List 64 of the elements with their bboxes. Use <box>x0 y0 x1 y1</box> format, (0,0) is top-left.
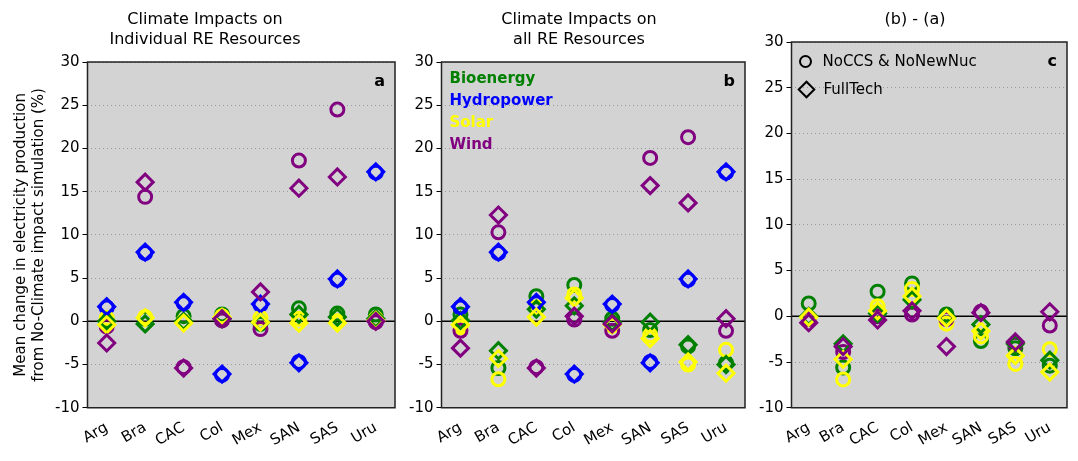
y-tick-label: 15 <box>764 169 784 188</box>
chart-title: Climate Impacts on Individual RE Resources <box>109 9 301 49</box>
x-tick-label: Col <box>886 417 916 446</box>
y-tick-label: -5 <box>768 351 784 370</box>
x-tick-label: Bra <box>815 417 848 447</box>
y-tick-label: -5 <box>64 354 80 373</box>
y-tick-label: 25 <box>60 95 80 114</box>
x-tick-label: SAN <box>266 417 303 450</box>
x-tick-label: Arg <box>79 417 111 447</box>
y-tick-label: 30 <box>414 51 434 70</box>
x-tick-label: Uru <box>347 417 380 447</box>
y-tick-label: 20 <box>764 123 784 142</box>
annotation: a <box>374 71 385 91</box>
x-tick-label: Bra <box>117 417 150 447</box>
annotation: c <box>1047 51 1057 71</box>
x-tick-label: CAC <box>504 417 541 449</box>
y-tick-label: 20 <box>414 138 434 157</box>
x-tick-label: Bra <box>471 417 503 447</box>
y-tick-label: 30 <box>60 51 80 70</box>
y-tick-label: 5 <box>773 260 784 279</box>
y-tick-label: 10 <box>764 214 784 233</box>
x-tick-label: Uru <box>697 417 730 447</box>
y-tick-label: -10 <box>759 397 784 416</box>
y-tick-label: 25 <box>414 95 434 114</box>
y-tick-label: 10 <box>414 224 434 243</box>
y-tick-label: -5 <box>418 354 434 373</box>
text: Wind <box>449 135 493 154</box>
text: Hydropower <box>449 91 554 110</box>
y-tick-label: 25 <box>764 77 784 96</box>
text: Bioenergy <box>449 69 536 88</box>
chart-title: (b) - (a) <box>884 9 946 29</box>
y-tick-label: 15 <box>414 181 434 200</box>
x-tick-label: SAN <box>948 417 985 450</box>
y-tick-label: 15 <box>60 181 80 200</box>
y-tick-label: 20 <box>60 138 80 157</box>
x-tick-label: Arg <box>433 417 465 447</box>
y-axis-title: Mean change in electricity production from No-Climate impact simulation (%) <box>10 88 47 382</box>
y-tick-label: -10 <box>409 397 434 416</box>
annotation: NoCCS & NoNewNuc <box>822 52 977 70</box>
x-tick-label: CAC <box>845 417 882 449</box>
x-tick-label: Mex <box>914 417 951 449</box>
x-tick-label: SAN <box>618 417 655 450</box>
x-tick-label: SAS <box>657 417 693 449</box>
x-tick-label: Uru <box>1021 417 1054 447</box>
x-tick-label: Col <box>548 417 579 446</box>
chart-title: Climate Impacts on all RE Resources <box>501 9 657 49</box>
text: Solar <box>449 113 494 132</box>
y-tick-label: 10 <box>60 224 80 243</box>
y-tick-label: 5 <box>69 268 80 286</box>
y-tick-label: -10 <box>55 397 80 416</box>
y-tick-label: 0 <box>773 306 784 325</box>
x-tick-label: SAS <box>306 417 342 449</box>
annotation: b <box>723 71 735 91</box>
y-tick-label: 0 <box>423 311 434 330</box>
annotation: FullTech <box>823 80 883 98</box>
x-tick-label: Arg <box>781 417 813 447</box>
x-tick-label: Mex <box>228 417 265 449</box>
y-tick-label: 30 <box>764 31 784 50</box>
x-tick-label: SAS <box>984 417 1020 449</box>
x-tick-label: CAC <box>151 417 188 449</box>
y-tick-label: 5 <box>423 268 434 286</box>
x-tick-label: Mex <box>580 417 617 449</box>
x-tick-label: Col <box>196 417 226 446</box>
y-tick-label: 0 <box>69 311 80 330</box>
